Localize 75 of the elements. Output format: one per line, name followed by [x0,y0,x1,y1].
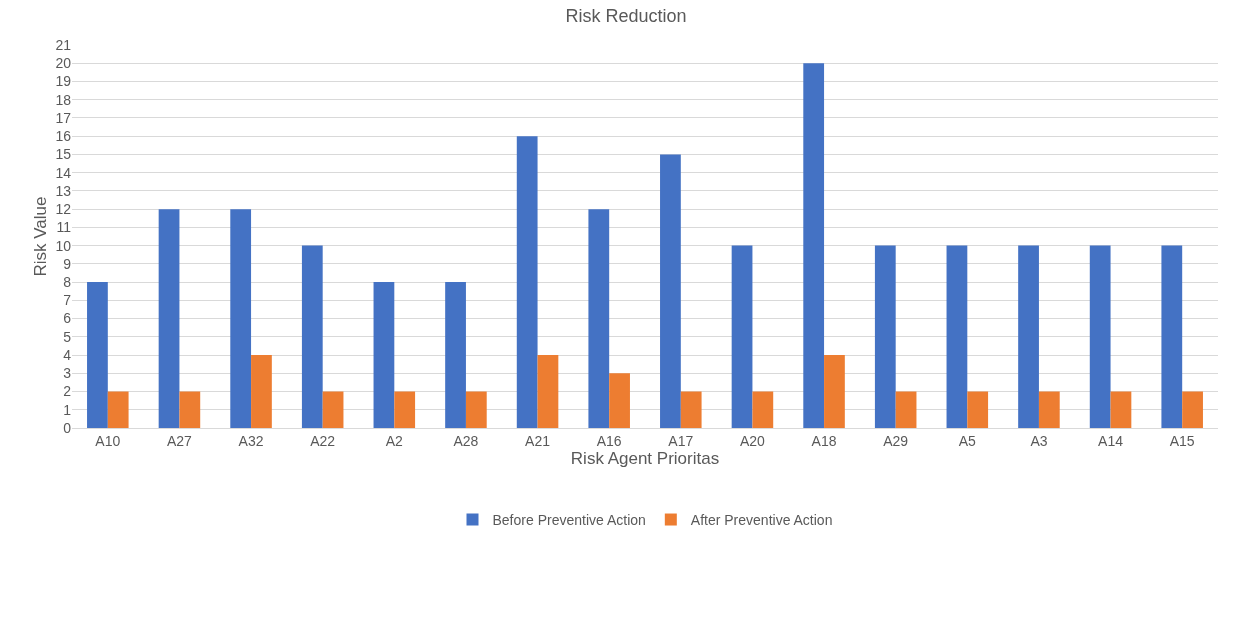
bar [895,391,917,428]
x-tick-label: A16 [596,432,622,449]
y-tick-label: 6 [63,310,72,327]
bar [179,391,201,428]
x-tick-label: A5 [958,432,977,449]
bar [465,391,487,428]
x-tick-label: A20 [739,432,766,449]
bar [301,245,323,428]
bar [158,209,180,428]
y-tick-label: 7 [63,292,72,309]
bar [445,282,466,428]
y-tick-label: 3 [63,365,72,382]
y-tick-label: 4 [63,346,72,363]
bar [373,282,395,428]
bar [874,245,896,428]
y-tick-label: 2 [63,383,72,400]
bar [1089,245,1111,428]
chart-title: Risk Reduction [565,6,687,27]
x-tick-label: A18 [811,432,837,449]
y-tick-label: 14 [55,164,72,181]
x-tick-label: A28 [453,432,479,449]
y-tick-label: 8 [63,274,72,290]
bar [967,391,989,428]
legend-label: After Preventive Action [690,511,833,528]
bar [803,63,825,428]
bar [588,209,610,428]
y-axis-title: Risk Value [30,196,50,277]
x-tick-label: A21 [525,432,551,449]
x-tick-label: A29 [883,432,909,449]
bar [107,391,129,428]
y-tick-label: 21 [55,36,72,53]
y-tick-label: 12 [55,201,72,218]
y-tick-label: 19 [55,73,72,90]
x-axis-title: Risk Agent Prioritas [570,448,720,468]
y-tick-label: 20 [55,55,72,72]
bar [680,391,702,428]
x-tick-label: A17 [668,432,694,449]
y-tick-label: 18 [55,91,72,108]
y-tick-label: 11 [56,219,72,236]
bar [1018,245,1039,428]
bar [731,245,753,428]
bar [1182,391,1203,428]
bar [394,391,416,428]
y-tick-label: 0 [63,419,72,436]
bar [251,355,272,428]
bar [1038,391,1060,428]
legend-label: Before Preventive Action [492,511,646,528]
y-tick-label: 13 [55,182,72,199]
bar [946,245,968,428]
y-tick-label: 17 [55,109,72,126]
x-tick-label: A2 [385,432,404,449]
bar [609,373,630,428]
x-tick-label: A3 [1030,432,1048,449]
bar [87,282,108,428]
y-tick-label: 10 [55,237,72,254]
bar [230,209,252,428]
x-tick-label: A27 [166,432,193,449]
x-tick-label: A14 [1098,432,1124,449]
bar [824,355,845,428]
y-tick-label: 9 [63,255,72,272]
y-tick-label: 1 [63,401,72,418]
bar [752,391,774,428]
bar [537,355,559,428]
y-tick-label: 16 [55,128,72,145]
bar [322,391,344,428]
x-tick-label: A22 [310,432,336,449]
x-tick-label: A32 [238,432,264,449]
bar [516,136,538,428]
y-tick-label: 5 [63,328,72,345]
bar [1161,245,1183,428]
x-tick-label: A10 [95,432,121,449]
bar [660,154,681,428]
bar [1110,391,1132,428]
x-tick-label: A15 [1169,432,1195,449]
y-tick-label: 15 [55,146,72,163]
